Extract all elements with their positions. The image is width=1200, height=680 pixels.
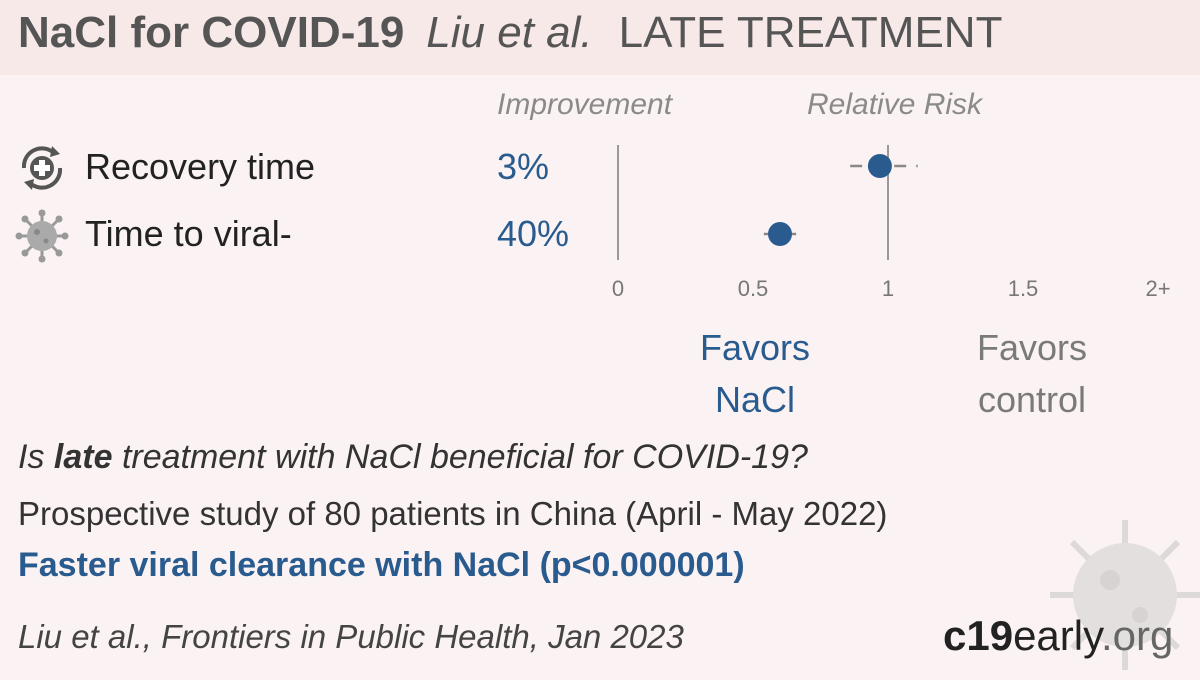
study-description: Prospective study of 80 patients in Chin…	[18, 495, 888, 532]
treatment-title: NaCl for COVID-19	[18, 8, 405, 57]
question-bold: late	[53, 438, 113, 476]
study-question: Is late treatment with NaCl beneficial f…	[18, 438, 808, 477]
favors-control-line2: control	[977, 379, 1087, 420]
favors-nacl-label: Favors NaCl	[655, 322, 855, 426]
x-tick-label-3: 1.5	[1008, 276, 1039, 301]
point-estimate-0	[867, 154, 892, 178]
favors-nacl-line1: Favors	[699, 327, 811, 368]
title-stage: LATE TREATMENT	[618, 8, 1003, 57]
question-post: treatment with NaCl beneficial for COVID…	[112, 438, 808, 476]
brand-part1: c19	[943, 612, 1014, 659]
header-bar	[0, 0, 1200, 75]
question-pre: Is	[18, 438, 54, 476]
x-tick-label-1: 0.5	[738, 276, 769, 301]
title-authors: Liu et al.	[426, 8, 593, 57]
virus-watermark-icon	[1050, 520, 1200, 670]
x-tick-label-0: 0	[612, 276, 624, 301]
relative-risk-chart: 0 0.5 1 1.5 2+	[612, 145, 1171, 301]
improvement-column-header: Improvement	[497, 88, 673, 121]
page-title: NaCl for COVID-19 Liu et al. LATE TREATMEN…	[18, 8, 1002, 58]
improvement-value-recovery: 3%	[497, 146, 550, 187]
favors-nacl-line2: NaCl	[714, 379, 795, 420]
outcome-label-viral: Time to viral-	[85, 213, 292, 254]
brand-logo[interactable]: c19early.org	[943, 612, 1173, 660]
recovery-clock-icon	[21, 146, 63, 190]
favors-control-label: Favors control	[932, 322, 1132, 426]
point-estimate-1	[768, 222, 792, 246]
favors-control-line1: Favors	[976, 327, 1088, 368]
brand-part2: early	[1013, 612, 1101, 659]
improvement-value-viral: 40%	[497, 213, 570, 254]
x-tick-label-4: 2+	[1145, 276, 1170, 301]
relative-risk-column-header: Relative Risk	[807, 88, 983, 121]
x-tick-label-2: 1	[882, 276, 894, 301]
outcome-label-recovery: Recovery time	[85, 146, 316, 187]
citation: Liu et al., Frontiers in Public Health, …	[18, 618, 684, 655]
virus-icon	[15, 209, 69, 263]
study-result: Faster viral clearance with NaCl (p<0.00…	[18, 546, 745, 584]
brand-part3: .org	[1101, 612, 1174, 659]
